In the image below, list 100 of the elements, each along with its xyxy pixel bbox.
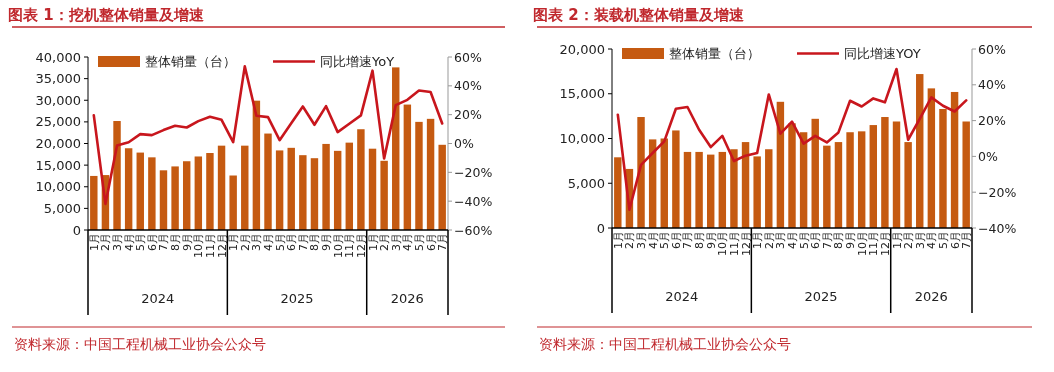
- bar: [368, 148, 377, 230]
- legend-label: 整体销量（台）: [145, 54, 236, 69]
- text: 2025: [804, 289, 838, 304]
- bar: [322, 143, 330, 230]
- bar: [834, 142, 843, 228]
- x-tick-label: 4月: [122, 233, 136, 251]
- bar: [264, 133, 272, 230]
- x-tick-label: 8月: [693, 231, 707, 249]
- bar: [357, 129, 365, 230]
- bar: [310, 158, 319, 230]
- y-tick-label: 20,000: [35, 136, 81, 151]
- text: 2024: [665, 289, 699, 304]
- x-tick-label: 11月: [343, 233, 357, 258]
- y2-tick-label: 0%: [978, 148, 998, 164]
- x-tick-label: 6月: [145, 233, 159, 251]
- x-tick-label: 4月: [925, 231, 939, 249]
- x-tick-label: 1月: [366, 233, 380, 251]
- bar: [962, 121, 970, 228]
- bar: [194, 156, 203, 230]
- x-tick-label: 4月: [786, 231, 799, 249]
- x-tick-label: 3月: [635, 231, 649, 249]
- x-tick-label: 2月: [238, 233, 252, 251]
- bar: [159, 170, 168, 230]
- bar: [916, 74, 924, 228]
- x-tick-label: 12月: [215, 233, 229, 258]
- x-tick-label: 5月: [658, 231, 672, 249]
- bar: [927, 88, 936, 228]
- bar: [950, 91, 959, 228]
- y-tick-label: 30,000: [35, 92, 81, 108]
- bar: [730, 149, 738, 228]
- bar: [415, 121, 423, 230]
- x-tick-label: 9月: [844, 231, 858, 249]
- bar: [904, 142, 912, 228]
- text: 2026: [914, 289, 948, 304]
- bar: [881, 117, 889, 228]
- x-tick-label: 2月: [762, 231, 776, 249]
- bar: [345, 142, 354, 230]
- bar: [892, 121, 901, 228]
- bar: [403, 104, 412, 230]
- bar: [438, 144, 446, 230]
- x-tick-label: 1月: [87, 233, 101, 251]
- y2-tick-label: −20%: [978, 184, 1017, 200]
- bar: [788, 123, 796, 228]
- x-tick-label: 10月: [192, 233, 206, 258]
- x-tick-label: 7月: [296, 233, 310, 251]
- y-tick-label: 5,000: [567, 175, 605, 191]
- x-tick-label: 5月: [273, 233, 287, 251]
- bar: [857, 131, 866, 228]
- bar: [765, 149, 773, 228]
- y-tick-label: 0: [596, 220, 605, 236]
- x-tick-label: 7月: [681, 231, 695, 249]
- bar: [171, 166, 179, 230]
- bar: [753, 156, 761, 228]
- y-tick-label: 15,000: [559, 86, 605, 102]
- x-tick-label: 12月: [354, 233, 368, 258]
- legend-label: 同比增速YOY: [844, 46, 921, 61]
- x-tick-label: 6月: [809, 231, 823, 249]
- bar: [695, 151, 703, 228]
- x-tick-label: 4月: [262, 233, 275, 251]
- x-tick-label: 4月: [401, 233, 415, 251]
- x-tick-label: 2月: [623, 231, 637, 249]
- bar: [299, 155, 307, 230]
- y-tick-label: 40,000: [35, 49, 81, 65]
- y-tick-label: 15,000: [35, 157, 81, 173]
- bar: [846, 132, 854, 228]
- x-tick-label: 3月: [389, 233, 403, 251]
- bar: [683, 151, 692, 228]
- bar: [614, 157, 622, 228]
- bar: [672, 130, 680, 228]
- x-tick-label: 1月: [611, 231, 625, 249]
- x-tick-label: 6月: [285, 233, 299, 251]
- x-tick-label: 5月: [134, 233, 148, 251]
- y-tick-label: 10,000: [559, 131, 605, 146]
- bar: [637, 117, 645, 228]
- y2-tick-label: 40%: [978, 77, 1006, 93]
- bar: [90, 175, 98, 230]
- chart-title: 图表 2：装载机整体销量及增速: [533, 6, 745, 24]
- y2-tick-label: 60%: [978, 41, 1006, 57]
- bar: [182, 161, 191, 230]
- x-tick-label: 1月: [227, 233, 241, 251]
- x-tick-label: 1月: [751, 231, 765, 249]
- y2-tick-label: 20%: [454, 107, 482, 123]
- bar: [124, 148, 133, 230]
- bar: [241, 145, 249, 230]
- bar: [706, 154, 715, 228]
- y2-tick-label: −20%: [454, 164, 493, 180]
- bar: [275, 150, 284, 230]
- bar: [287, 147, 295, 230]
- text: 2025: [280, 291, 314, 306]
- y2-tick-label: 60%: [454, 49, 482, 65]
- bar: [380, 160, 388, 230]
- bar: [206, 153, 214, 230]
- legend-label: 同比增速YoY: [320, 54, 395, 69]
- y2-tick-label: −60%: [454, 222, 493, 238]
- x-tick-label: 8月: [169, 233, 183, 251]
- x-tick-label: 6月: [424, 233, 438, 251]
- y-tick-label: 10,000: [35, 179, 81, 195]
- y2-tick-label: 40%: [454, 78, 482, 94]
- bar: [823, 145, 831, 228]
- text: 资料来源：中国工程机械工业协会公众号: [539, 336, 791, 352]
